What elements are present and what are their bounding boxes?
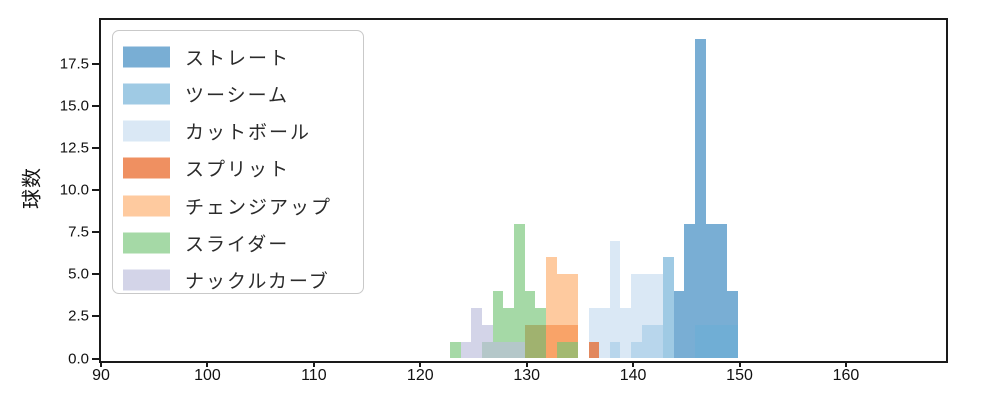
- histogram-bar: [588, 307, 600, 359]
- histogram-bar: [694, 38, 706, 359]
- legend-label: ストレート: [185, 48, 291, 69]
- histogram-bar: [567, 274, 578, 359]
- histogram-bar: [567, 341, 578, 359]
- legend-item: スライダー: [113, 225, 363, 262]
- legend: ストレートツーシームカットボール スプリットチェンジアップ スライダーナックルカーブ: [112, 30, 364, 294]
- histogram-bar: [471, 307, 483, 359]
- y-tick-label: 2.5: [68, 307, 89, 325]
- y-tick-mark: [92, 104, 99, 107]
- x-tick-label: 120: [406, 367, 434, 384]
- histogram-bar: [652, 274, 664, 359]
- x-tick-mark: [312, 360, 315, 367]
- y-tick-mark: [92, 231, 99, 234]
- histogram-bar: [503, 341, 515, 359]
- legend-label: ナックルカーブ: [185, 271, 330, 293]
- histogram-bar: [663, 257, 674, 359]
- plot-area: [99, 18, 948, 363]
- legend-item: ストレート: [113, 38, 363, 75]
- legend-label: ツーシーム: [185, 85, 290, 107]
- y-axis-label: 球数: [21, 167, 44, 209]
- histogram-bar: [503, 307, 515, 359]
- histogram-bar: [545, 257, 557, 359]
- histogram-bar: [514, 341, 525, 359]
- histogram-bar: [556, 274, 568, 359]
- histogram-bar: [492, 291, 504, 359]
- legend-item: スプリット: [113, 150, 363, 187]
- y-tick-mark: [92, 273, 99, 276]
- y-tick-label: 7.5: [68, 223, 89, 241]
- x-tick-label: 150: [726, 367, 753, 384]
- histogram-bar: [631, 274, 642, 359]
- y-tick-label: 5.0: [68, 265, 89, 283]
- y-tick-label: 15.0: [59, 97, 89, 115]
- histogram-bar: [726, 291, 738, 359]
- x-tick-label: 140: [619, 367, 647, 384]
- y-tick-mark: [92, 146, 99, 149]
- x-tick-mark: [206, 360, 209, 367]
- histogram-bar: [673, 291, 685, 359]
- legend-swatch: [123, 269, 170, 291]
- histogram-bar: [514, 223, 525, 359]
- legend-item: ナックルカーブ: [113, 262, 363, 299]
- x-tick-mark: [525, 360, 528, 367]
- legend-swatch: [123, 46, 170, 67]
- x-tick-label: 160: [832, 367, 860, 384]
- histogram-bar: [705, 223, 717, 359]
- x-tick-mark: [738, 360, 741, 367]
- histogram-bar: [726, 324, 738, 359]
- y-tick-mark: [92, 189, 99, 192]
- x-tick-mark: [419, 360, 422, 367]
- y-tick-label: 0.0: [68, 350, 89, 367]
- histogram-bar: [535, 307, 546, 359]
- y-tick-label: 17.5: [59, 55, 89, 73]
- histogram-bar: [599, 307, 610, 359]
- histogram-bar: [556, 341, 568, 359]
- histogram-bar: [684, 223, 695, 359]
- legend-item: チェンジアップ: [113, 187, 363, 224]
- histogram-bar: [705, 324, 717, 359]
- histogram-bar: [716, 223, 727, 359]
- legend-label: スプリット: [185, 159, 291, 181]
- histogram-bar: [609, 240, 621, 359]
- histogram-bar: [450, 341, 461, 359]
- legend-item: ツーシーム: [113, 75, 363, 112]
- legend-item: カットボール: [113, 113, 363, 150]
- x-tick-mark: [844, 360, 847, 367]
- histogram-bar: [482, 324, 493, 359]
- y-tick-mark: [92, 357, 99, 360]
- legend-swatch: [123, 195, 170, 217]
- legend-label: スライダー: [185, 234, 290, 256]
- x-tick-label: 130: [513, 367, 541, 384]
- y-tick-label: 10.0: [59, 181, 89, 199]
- legend-label: カットボール: [185, 122, 312, 144]
- legend-swatch: [123, 120, 170, 142]
- legend-swatch: [123, 157, 170, 179]
- histogram-bars-layer: [101, 20, 946, 361]
- y-tick-mark: [92, 315, 99, 318]
- y-tick-mark: [92, 62, 99, 65]
- x-tick-label: 100: [194, 367, 221, 384]
- x-tick-label: 90: [92, 367, 110, 384]
- histogram-bar: [694, 324, 706, 359]
- histogram-bar: [716, 324, 727, 359]
- histogram-bar: [524, 291, 536, 359]
- histogram-bar: [588, 341, 600, 359]
- legend-swatch: [123, 83, 170, 105]
- x-tick-mark: [632, 360, 635, 367]
- legend-label: チェンジアップ: [185, 197, 333, 219]
- histogram-bar: [492, 341, 504, 359]
- x-tick-mark: [100, 360, 102, 367]
- histogram-bar: [641, 274, 653, 359]
- histogram-bar: [620, 307, 632, 359]
- y-tick-label: 12.5: [59, 139, 89, 157]
- legend-swatch: [123, 232, 170, 254]
- histogram-bar: [460, 341, 472, 359]
- x-tick-label: 110: [301, 367, 327, 384]
